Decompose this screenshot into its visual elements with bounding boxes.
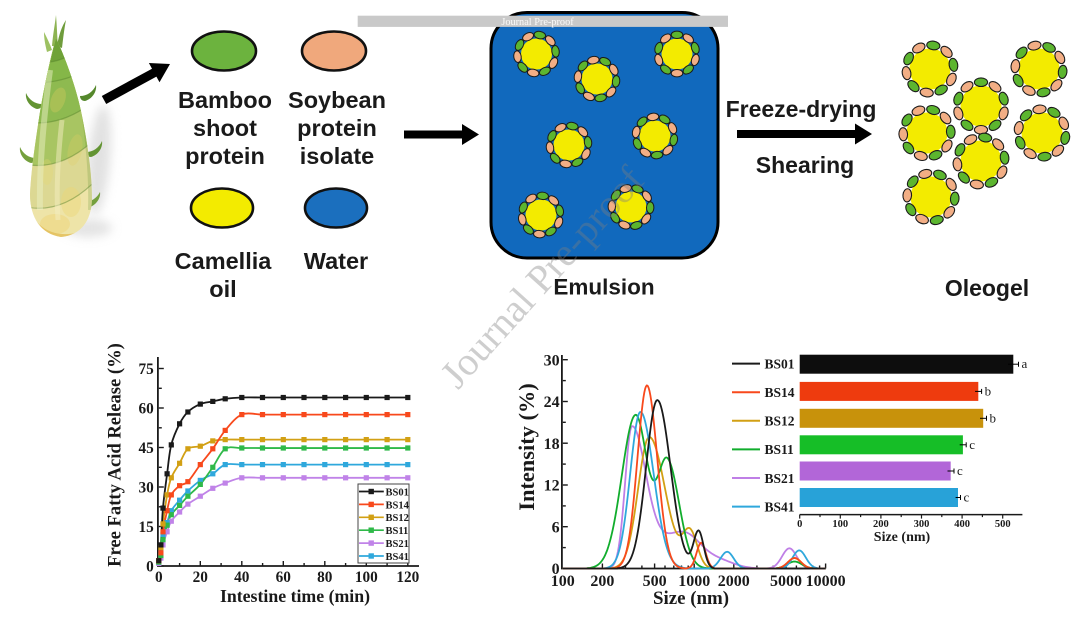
svg-text:60: 60 [139,400,155,417]
svg-text:0: 0 [146,558,154,575]
svg-text:BS41: BS41 [765,499,795,514]
svg-text:BS01: BS01 [765,356,795,371]
svg-text:Size (nm): Size (nm) [874,530,931,545]
svg-text:Size (nm): Size (nm) [653,588,729,609]
svg-text:10000: 10000 [806,573,846,590]
svg-text:Oleogel: Oleogel [945,275,1029,301]
svg-text:Soybean: Soybean [288,87,386,113]
svg-text:isolate: isolate [300,143,374,169]
svg-text:100: 100 [355,569,378,586]
svg-text:200: 200 [873,519,889,530]
svg-text:Intensity (%): Intensity (%) [514,383,539,511]
svg-text:Intestine time (min): Intestine time (min) [220,586,370,607]
svg-text:40: 40 [234,569,250,586]
svg-text:200: 200 [590,573,614,590]
svg-text:80: 80 [317,569,333,586]
svg-text:Emulsion: Emulsion [553,275,654,300]
svg-text:0: 0 [552,561,560,578]
svg-text:BS21: BS21 [386,539,409,550]
svg-text:b: b [990,410,997,425]
svg-text:protein: protein [185,143,265,169]
svg-text:BS11: BS11 [386,526,409,537]
svg-text:Bamboo: Bamboo [178,87,272,113]
svg-text:Free Fatty Acid Release (%): Free Fatty Acid Release (%) [105,343,126,567]
svg-text:30: 30 [139,479,155,496]
svg-text:b: b [985,383,992,398]
svg-text:0: 0 [155,569,163,586]
svg-text:24: 24 [544,394,560,411]
svg-text:BS41: BS41 [386,552,409,563]
svg-text:5000: 5000 [770,573,802,590]
svg-text:500: 500 [643,573,667,590]
svg-text:BS12: BS12 [386,513,409,524]
svg-text:a: a [1022,356,1028,371]
svg-text:BS14: BS14 [765,385,795,400]
svg-text:500: 500 [995,519,1011,530]
svg-text:2000: 2000 [718,573,750,590]
svg-text:shoot: shoot [193,115,257,141]
svg-text:12: 12 [544,478,560,495]
svg-text:BS01: BS01 [386,487,409,498]
svg-text:BS12: BS12 [765,414,795,429]
svg-text:c: c [969,437,975,452]
svg-text:Camellia: Camellia [175,248,273,274]
svg-text:BS11: BS11 [765,442,795,457]
svg-text:15: 15 [139,519,155,536]
svg-text:45: 45 [139,440,155,457]
svg-text:c: c [957,463,963,478]
svg-text:Freeze-drying: Freeze-drying [726,96,877,122]
svg-text:1000: 1000 [678,573,710,590]
svg-text:Journal Pre-proof: Journal Pre-proof [501,17,574,28]
svg-text:Shearing: Shearing [756,152,854,178]
svg-text:300: 300 [914,519,930,530]
svg-text:Water: Water [304,248,368,274]
svg-text:400: 400 [954,519,970,530]
svg-text:100: 100 [832,519,848,530]
svg-text:60: 60 [276,569,292,586]
svg-text:oil: oil [209,276,236,302]
svg-text:6: 6 [552,519,560,536]
svg-text:0: 0 [797,519,802,530]
svg-text:c: c [964,490,970,505]
svg-text:100: 100 [551,573,575,590]
svg-text:BS14: BS14 [386,500,410,511]
svg-text:30: 30 [544,352,560,369]
svg-text:18: 18 [544,436,560,453]
svg-text:20: 20 [193,569,209,586]
svg-text:BS21: BS21 [765,471,795,486]
svg-text:protein: protein [297,115,377,141]
svg-text:75: 75 [139,361,155,378]
svg-text:120: 120 [396,569,419,586]
